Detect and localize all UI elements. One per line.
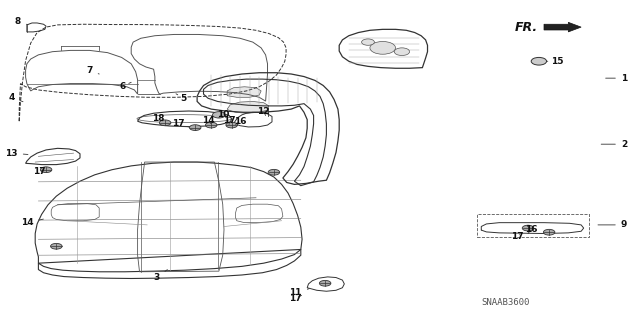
Text: 4: 4 bbox=[8, 93, 23, 102]
Text: 15: 15 bbox=[547, 57, 563, 66]
Circle shape bbox=[394, 48, 410, 56]
Circle shape bbox=[40, 167, 52, 173]
Text: 7: 7 bbox=[86, 66, 99, 75]
Circle shape bbox=[205, 122, 217, 128]
Circle shape bbox=[543, 229, 555, 235]
Text: 3: 3 bbox=[154, 270, 168, 282]
Circle shape bbox=[51, 243, 62, 249]
Circle shape bbox=[159, 120, 171, 126]
Text: 14: 14 bbox=[202, 116, 214, 125]
Text: 12: 12 bbox=[257, 107, 270, 116]
Circle shape bbox=[268, 169, 280, 175]
Text: 10: 10 bbox=[216, 110, 229, 119]
Text: 17: 17 bbox=[511, 232, 524, 241]
Text: 1: 1 bbox=[605, 74, 627, 83]
Text: 18: 18 bbox=[152, 114, 165, 123]
Polygon shape bbox=[227, 101, 269, 113]
Text: 6: 6 bbox=[120, 82, 131, 91]
Text: FR.: FR. bbox=[515, 21, 538, 33]
Circle shape bbox=[189, 125, 201, 130]
Text: 2: 2 bbox=[601, 140, 627, 149]
Circle shape bbox=[212, 112, 225, 118]
Circle shape bbox=[522, 225, 534, 231]
Circle shape bbox=[226, 122, 237, 128]
Text: 17: 17 bbox=[289, 294, 302, 303]
Text: 17: 17 bbox=[223, 116, 236, 125]
Text: 8: 8 bbox=[15, 17, 28, 26]
Text: 17: 17 bbox=[172, 119, 189, 128]
Circle shape bbox=[319, 280, 331, 286]
Polygon shape bbox=[227, 87, 261, 97]
Text: 9: 9 bbox=[598, 220, 627, 229]
Text: 14: 14 bbox=[20, 218, 44, 227]
Text: 5: 5 bbox=[176, 94, 187, 103]
FancyArrow shape bbox=[544, 22, 581, 32]
Circle shape bbox=[370, 41, 396, 54]
Text: 11: 11 bbox=[289, 288, 309, 297]
Circle shape bbox=[362, 39, 374, 45]
Text: 13: 13 bbox=[5, 149, 28, 158]
Text: 16: 16 bbox=[525, 225, 538, 234]
Text: SNAAB3600: SNAAB3600 bbox=[481, 298, 530, 307]
Circle shape bbox=[531, 57, 547, 65]
Text: 17: 17 bbox=[33, 167, 46, 176]
Text: 16: 16 bbox=[234, 117, 246, 126]
